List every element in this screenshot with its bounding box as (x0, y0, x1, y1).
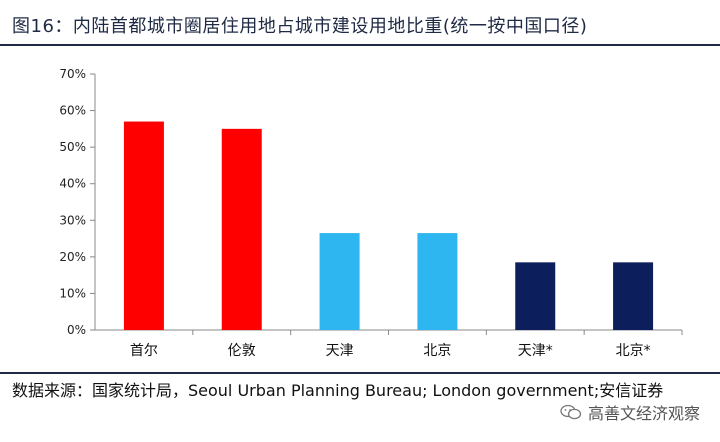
y-tick-label: 40% (59, 177, 86, 191)
source-rule (0, 372, 720, 374)
y-axis (90, 73, 96, 331)
y-tick-labels: 0% 10% 20% 30% 40% 50% 60% 70% (59, 67, 86, 337)
bar (319, 233, 360, 330)
x-axis (95, 329, 683, 335)
y-tick-label: 50% (59, 140, 86, 154)
x-tick-label: 伦敦 (228, 343, 256, 359)
bar (515, 262, 556, 330)
x-tick-labels: 首尔 伦敦 天津 北京 天津* 北京* (130, 343, 651, 359)
bars (123, 121, 654, 331)
bar (613, 262, 654, 330)
y-tick-label: 30% (59, 213, 86, 227)
title-rule (0, 44, 720, 46)
watermark: 高善文经济观察 (560, 400, 700, 424)
watermark-text: 高善文经济观察 (587, 404, 700, 423)
figure-title: 图16：内陆首都城市圈居住用地占城市建设用地比重(统一按中国口径) (12, 16, 588, 37)
source-note: 数据来源：国家统计局，Seoul Urban Planning Bureau; … (12, 381, 664, 400)
x-tick-label: 北京* (616, 343, 651, 359)
x-tick-label: 首尔 (130, 343, 158, 359)
wechat-icon (560, 404, 582, 420)
bar-chart: 0% 10% 20% 30% 40% 50% 60% 70% 首尔 伦敦 天津 北京 天津* 北京* (59, 67, 683, 359)
y-tick-label: 70% (59, 67, 86, 81)
x-tick-label: 天津 (326, 343, 354, 359)
y-tick-label: 10% (59, 286, 86, 300)
x-tick-label: 北京 (423, 343, 451, 359)
bar (221, 128, 262, 330)
y-tick-label: 60% (59, 104, 86, 118)
x-tick-label: 天津* (518, 343, 553, 359)
bar (417, 233, 458, 330)
y-tick-label: 20% (59, 250, 86, 264)
y-tick-label: 0% (67, 323, 86, 337)
bar (123, 121, 164, 331)
